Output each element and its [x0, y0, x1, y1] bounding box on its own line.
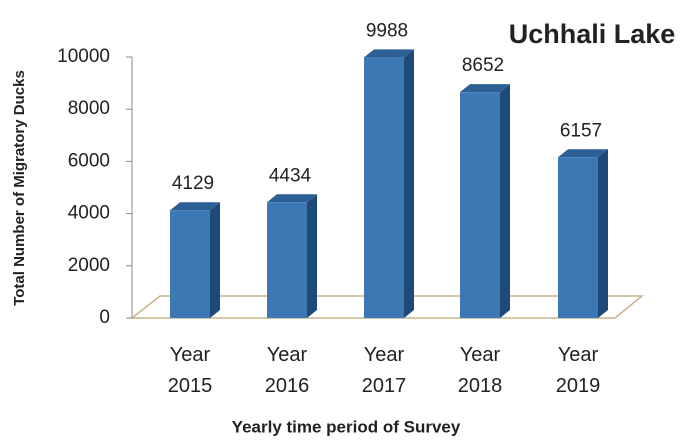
bar-top — [267, 194, 317, 203]
y-tick-label: 8000 — [68, 98, 110, 119]
floor — [129, 295, 645, 319]
bar-top — [460, 84, 510, 93]
y-tick-label: 6000 — [68, 150, 110, 171]
y-tick-label: 4000 — [68, 203, 110, 224]
bar-side — [307, 194, 317, 318]
bar-side — [598, 149, 608, 318]
data-label: 8652 — [462, 55, 504, 76]
bar-top — [558, 149, 608, 158]
x-tick-label: Year 2016 — [264, 344, 310, 397]
bar-top — [170, 202, 220, 211]
bar-side — [404, 49, 414, 318]
bar — [364, 57, 404, 318]
y-axis-label: Total Number of Migratory Ducks — [11, 70, 28, 306]
x-axis-label: Yearly time period of Survey — [232, 417, 461, 436]
data-label: 9988 — [366, 20, 408, 41]
y-tick-label: 10000 — [57, 46, 110, 67]
x-tick-label: Year 2018 — [457, 344, 503, 397]
x-tick-label: Year 2017 — [361, 344, 407, 397]
x-tick-label: Year 2015 — [167, 344, 213, 397]
chart-title: Uchhali Lake — [509, 19, 676, 49]
bar — [170, 210, 210, 318]
bar — [460, 92, 500, 318]
bar-top — [364, 49, 414, 58]
y-tick-label: 0 — [99, 307, 110, 328]
bar — [267, 202, 307, 318]
data-label: 4434 — [269, 165, 312, 186]
bar-side — [500, 84, 510, 318]
bar-side — [210, 202, 220, 318]
bar — [558, 157, 598, 318]
data-label: 6157 — [560, 120, 602, 141]
data-label: 4129 — [172, 173, 214, 194]
x-tick-label: Year 2019 — [555, 344, 601, 397]
y-tick-label: 2000 — [68, 255, 110, 276]
